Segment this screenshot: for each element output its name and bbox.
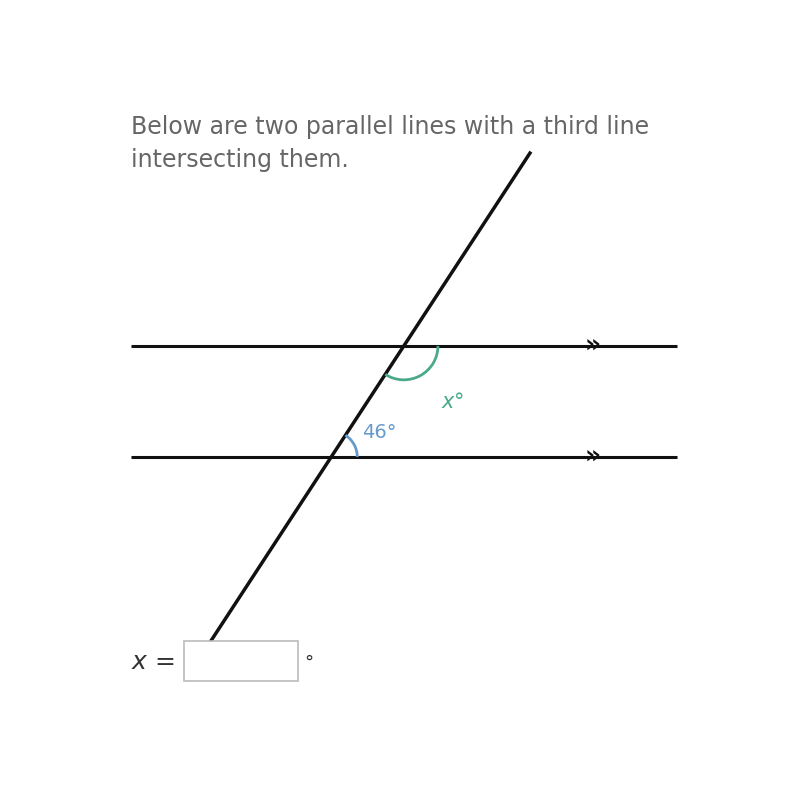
Text: °: ° <box>305 654 314 671</box>
Text: »: » <box>585 334 601 358</box>
Text: Below are two parallel lines with a third line
intersecting them.: Below are two parallel lines with a thir… <box>131 115 649 172</box>
FancyBboxPatch shape <box>184 641 298 681</box>
Text: $x$ =: $x$ = <box>131 650 174 674</box>
Text: »: » <box>585 445 601 469</box>
Text: 46°: 46° <box>362 422 397 441</box>
Text: $x$°: $x$° <box>441 392 464 413</box>
